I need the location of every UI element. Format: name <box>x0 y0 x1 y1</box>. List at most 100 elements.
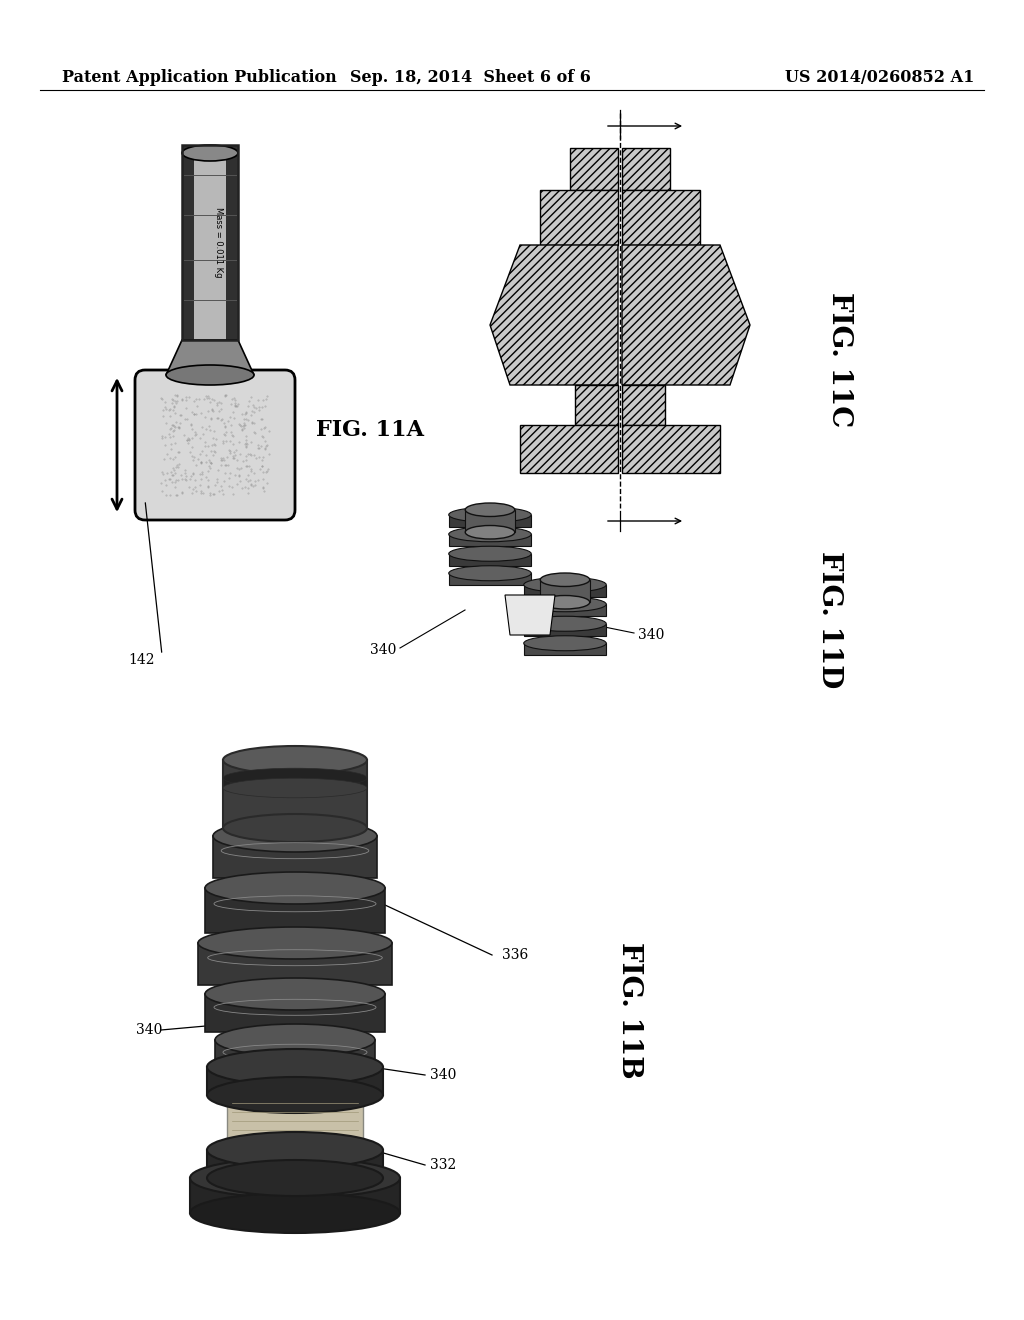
Point <box>167 432 183 453</box>
Point <box>243 474 259 495</box>
Point <box>207 475 223 496</box>
Point <box>203 408 219 429</box>
Point <box>184 401 201 422</box>
Point <box>188 388 205 409</box>
Point <box>225 401 242 422</box>
Polygon shape <box>166 341 254 375</box>
Point <box>238 445 254 466</box>
Bar <box>622 425 720 473</box>
Point <box>250 438 266 459</box>
Point <box>171 417 187 438</box>
Point <box>206 389 222 411</box>
Point <box>255 477 271 498</box>
Point <box>209 469 225 490</box>
Point <box>229 393 246 414</box>
Point <box>256 417 272 438</box>
Point <box>174 388 190 409</box>
Point <box>210 459 226 480</box>
Point <box>242 444 258 465</box>
Point <box>168 457 184 478</box>
Point <box>251 396 267 417</box>
Point <box>193 453 209 474</box>
Point <box>205 484 221 506</box>
Point <box>195 483 211 504</box>
Bar <box>622 190 700 246</box>
Point <box>157 391 173 412</box>
Ellipse shape <box>223 779 367 797</box>
Ellipse shape <box>215 1024 375 1056</box>
Point <box>236 409 252 430</box>
Point <box>243 387 259 408</box>
Point <box>216 470 232 491</box>
Point <box>255 469 271 490</box>
Ellipse shape <box>215 1059 375 1092</box>
Point <box>238 409 254 430</box>
Bar <box>622 148 670 190</box>
Point <box>214 430 230 451</box>
Point <box>186 421 203 442</box>
Point <box>177 459 194 480</box>
Point <box>236 417 252 438</box>
Bar <box>223 777 367 788</box>
Point <box>153 473 169 494</box>
Point <box>159 412 175 433</box>
Point <box>215 483 231 504</box>
Point <box>207 441 223 462</box>
Point <box>223 388 240 409</box>
Ellipse shape <box>213 820 377 851</box>
Point <box>178 387 195 408</box>
Point <box>163 417 179 438</box>
Point <box>228 396 245 417</box>
Point <box>252 458 268 479</box>
Bar <box>205 994 385 1032</box>
Point <box>241 396 257 417</box>
Point <box>245 395 261 416</box>
Point <box>200 477 216 498</box>
Point <box>261 444 278 465</box>
Point <box>232 416 249 437</box>
Point <box>247 422 263 444</box>
Point <box>259 461 275 482</box>
Point <box>154 462 170 483</box>
Point <box>243 473 259 494</box>
Point <box>243 458 259 479</box>
Point <box>251 446 267 467</box>
Point <box>218 446 234 467</box>
Ellipse shape <box>190 1158 400 1199</box>
Point <box>182 413 199 434</box>
Text: 142: 142 <box>129 653 156 667</box>
Point <box>243 404 259 425</box>
Point <box>171 442 187 463</box>
Bar <box>622 385 665 425</box>
Point <box>180 387 197 408</box>
Point <box>169 385 185 407</box>
Point <box>214 479 230 500</box>
Point <box>246 462 262 483</box>
Point <box>217 424 233 445</box>
Point <box>177 469 194 490</box>
Point <box>253 418 269 440</box>
Point <box>240 444 256 465</box>
Point <box>203 441 219 462</box>
Ellipse shape <box>449 527 531 541</box>
Bar <box>227 1096 362 1150</box>
Point <box>177 466 194 487</box>
Point <box>231 459 248 480</box>
Point <box>164 393 180 414</box>
Point <box>197 407 213 428</box>
Point <box>208 471 224 492</box>
Point <box>215 447 231 469</box>
Bar <box>205 888 385 933</box>
Point <box>170 416 186 437</box>
Point <box>254 425 270 446</box>
Point <box>190 449 207 470</box>
Point <box>246 396 262 417</box>
Point <box>169 454 185 475</box>
Point <box>184 450 201 471</box>
Text: 336: 336 <box>502 948 528 962</box>
Bar <box>182 145 238 341</box>
Point <box>216 416 232 437</box>
Point <box>155 463 171 484</box>
Point <box>154 388 170 409</box>
Ellipse shape <box>182 145 238 161</box>
